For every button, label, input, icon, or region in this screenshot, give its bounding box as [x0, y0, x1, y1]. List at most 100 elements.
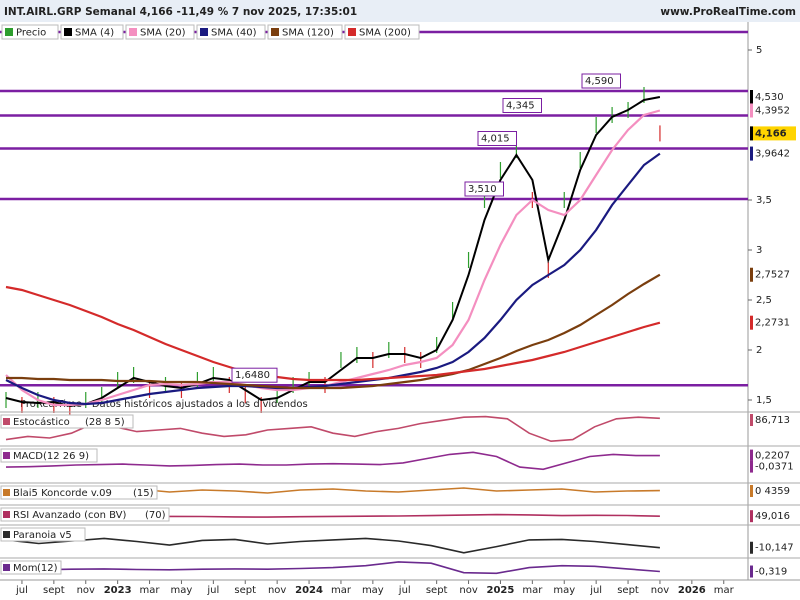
legend-label: SMA (4)	[75, 28, 114, 39]
panel-name: RSI Avanzado (con BV)	[13, 510, 127, 521]
indicator-tag-box	[750, 449, 796, 462]
panel-label-box	[0, 414, 134, 429]
level-tag: 4,015	[477, 131, 517, 146]
legend-box	[344, 24, 420, 40]
level-tag: 4,345	[502, 98, 542, 113]
level-tag: 1,6480	[231, 367, 278, 383]
indicator-tag: -0,0371	[755, 462, 794, 473]
panel-params: (15)	[133, 488, 154, 499]
indicator-tag: 49,016	[755, 511, 790, 522]
panel-label: Estocástico (28 8 5)	[0, 414, 134, 429]
x-tick-label: mar	[331, 585, 352, 596]
level-label: 1,6480	[235, 370, 270, 381]
x-tick-label: jul	[398, 585, 411, 596]
indicator-tag-marker	[750, 485, 753, 497]
price-tag-marker	[750, 103, 753, 118]
panel-label-swatch	[3, 418, 10, 425]
sma-line	[5, 152, 661, 406]
chart-title: INT.AIRL.GRP Semanal 4,166 -11,49 % 7 no…	[4, 6, 357, 18]
legend-swatch	[348, 28, 356, 36]
price-tag: 4,166	[755, 128, 787, 139]
panel-params: (12)	[37, 563, 58, 574]
indicator-tag: 86,713	[755, 415, 790, 426]
legend-swatch	[64, 28, 72, 36]
indicator-tag-marker	[750, 510, 753, 523]
indicator-tag: 0 4359	[755, 486, 790, 497]
panel-name: Estocástico	[13, 416, 70, 428]
panel-label: Mom (12)	[0, 560, 62, 575]
price-tag-box	[750, 267, 796, 282]
panel-label-swatch	[3, 511, 10, 518]
price-tag-box	[750, 146, 796, 161]
x-tick-label: may	[553, 585, 575, 596]
panel-label: Blai5 Koncorde v.09 (15)	[0, 485, 158, 500]
price-tag-box	[750, 103, 796, 118]
y-tick-label: 5	[756, 45, 762, 56]
indicator-tag-marker	[750, 541, 753, 554]
indicator-line	[5, 561, 660, 575]
x-tick-label: 2024	[295, 585, 323, 596]
indicator-tag-marker	[750, 565, 753, 578]
indicator-tag: -0,319	[755, 567, 787, 578]
indicator-tag-box	[750, 460, 796, 473]
level-label: 4,590	[585, 76, 614, 87]
x-tick-label: nov	[77, 585, 95, 596]
panel-label: RSI Avanzado (con BV) (70)	[0, 507, 170, 522]
indicator-tag-box	[750, 414, 796, 426]
panel-params: (28 8 5)	[85, 417, 125, 428]
indicator-tag-marker	[750, 449, 753, 462]
panel-label: MACD (12 26 9)	[0, 448, 98, 463]
panel-label-swatch	[3, 452, 10, 459]
panel-name: Paranoia v5	[13, 530, 72, 541]
panel-label: Paranoia v5	[0, 527, 86, 542]
panel-params: (70)	[145, 510, 166, 521]
price-tag: 2,7527	[755, 270, 790, 281]
indicator-tag: 0,2207	[755, 451, 790, 462]
site: www.ProRealTime.com	[660, 6, 796, 18]
panel-label-swatch	[3, 531, 10, 538]
price-tag-marker	[750, 315, 753, 330]
legend-box	[125, 24, 195, 40]
x-tick-label: 2025	[487, 585, 515, 596]
indicator-tag-box	[750, 485, 796, 497]
legend-box	[196, 24, 266, 40]
header-bar	[0, 0, 800, 22]
legend-label: SMA (120)	[282, 28, 334, 39]
x-tick-label: sept	[43, 585, 65, 596]
panel-params: (12 26 9)	[43, 451, 89, 462]
level-tag-box	[581, 73, 621, 89]
legend-swatch	[271, 28, 279, 36]
y-tick-label: 3	[756, 245, 762, 256]
indicator-line	[5, 451, 660, 471]
panel-name: Blai5 Koncorde v.09	[13, 488, 112, 499]
legend-box	[1, 24, 59, 40]
legend-swatch	[200, 28, 208, 36]
price-tag: 3,9642	[755, 149, 790, 160]
panel-label-box	[0, 448, 98, 463]
level-label: 4,345	[506, 101, 535, 112]
indicator-tag: -10,147	[755, 543, 794, 554]
level-label: 3,510	[468, 184, 497, 195]
x-tick-label: mar	[714, 585, 735, 596]
panel-label-box	[0, 485, 158, 500]
level-tag: 3,510	[464, 181, 504, 197]
x-tick-label: nov	[268, 585, 286, 596]
y-tick-label: 3,5	[756, 195, 772, 206]
x-tick-label: nov	[459, 585, 477, 596]
panel-label-swatch	[3, 564, 10, 571]
price-tag: 4,3952	[755, 105, 790, 116]
legend-label: SMA (20)	[140, 28, 186, 39]
level-tag-box	[464, 181, 504, 197]
legend-box	[60, 24, 124, 40]
legend-label: Precio	[16, 28, 46, 39]
x-tick-label: sept	[617, 585, 639, 596]
price-tag: 2,2731	[755, 318, 790, 329]
level-tag-box	[231, 367, 278, 383]
panel-name: MACD	[13, 451, 43, 462]
x-tick-label: sept	[234, 585, 256, 596]
y-tick-label: 2,5	[756, 295, 772, 306]
level-tag: 4,590	[581, 73, 621, 89]
panel-label-swatch	[3, 489, 10, 496]
indicator-line	[5, 537, 660, 554]
panel-name: Mom	[13, 563, 38, 574]
